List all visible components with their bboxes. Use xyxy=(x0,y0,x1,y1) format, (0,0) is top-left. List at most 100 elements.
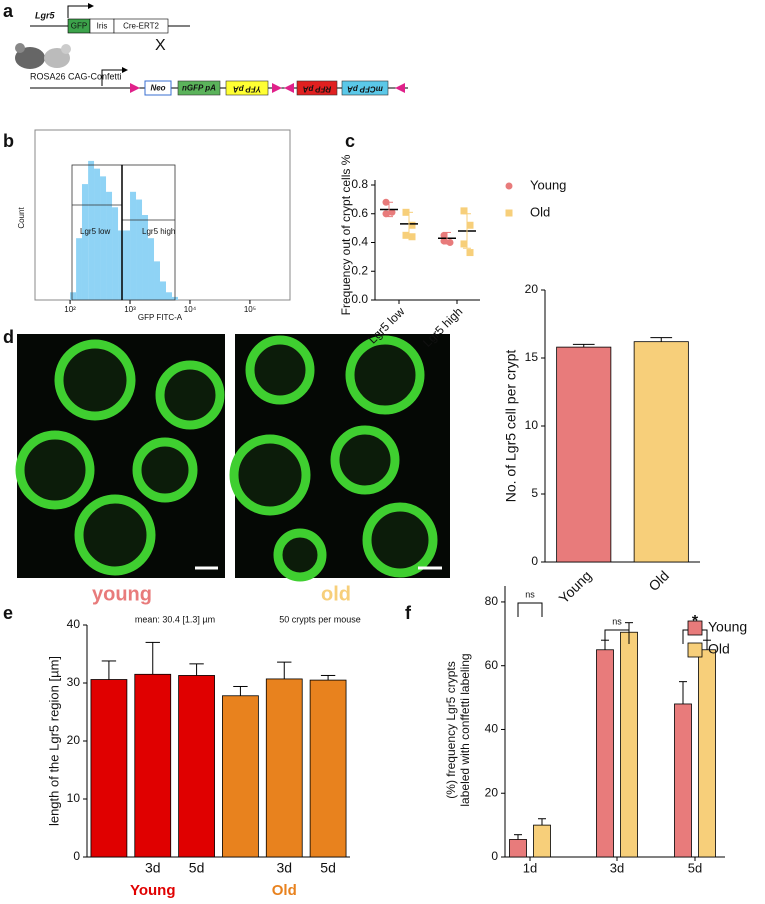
significance-label: ns xyxy=(612,616,622,626)
bar xyxy=(533,824,551,858)
mcfp-box xyxy=(341,80,389,96)
bar xyxy=(596,649,614,858)
y-tick-label: 0 xyxy=(531,554,538,568)
bar xyxy=(674,703,692,858)
neo-box xyxy=(144,80,172,96)
bar xyxy=(134,673,172,858)
panel-label: f xyxy=(405,603,412,623)
legend-label: Young xyxy=(708,619,747,635)
construct-diagram: Lgr5 GFP Iris Cre-ERT2 X ROSA26 CAG-Conf… xyxy=(15,3,408,96)
data-point xyxy=(440,231,448,239)
panel-label: d xyxy=(3,327,14,347)
box-label: nGFP pA xyxy=(182,84,216,93)
loxp xyxy=(395,83,405,93)
panel-label: c xyxy=(345,131,355,151)
bar xyxy=(509,839,527,858)
histogram-bar xyxy=(94,168,101,300)
legend-marker xyxy=(687,620,703,636)
group-label: Old xyxy=(272,882,297,899)
box-label: Cre-ERT2 xyxy=(123,22,159,31)
y-tick-label: 20 xyxy=(67,733,81,747)
y-tick-label: 10 xyxy=(67,791,81,805)
x-tick-label: Old xyxy=(645,567,672,594)
legend-marker xyxy=(505,209,513,217)
y-tick-label: 80 xyxy=(485,594,499,608)
crypt xyxy=(245,335,315,405)
crypt xyxy=(132,437,198,503)
y-tick-label: 20 xyxy=(485,785,499,799)
y-tick-label: 30 xyxy=(67,675,81,689)
box-label: mCFP pA xyxy=(347,84,383,93)
histogram-bar xyxy=(130,191,137,300)
x-tick-label: 10⁴ xyxy=(184,305,197,314)
data-point xyxy=(466,249,474,257)
legend-label: Young xyxy=(530,177,566,192)
x-tick-label: 3d xyxy=(610,860,624,875)
significance-label: ns xyxy=(525,589,535,599)
data-point xyxy=(440,237,448,245)
gate-label: Lgr5 low xyxy=(80,227,110,236)
box-label: RFP pA xyxy=(302,84,331,93)
x-tick-label: 3d xyxy=(145,860,161,876)
y-tick-label: 15 xyxy=(525,350,539,364)
y-tick-label: 0 xyxy=(73,849,80,863)
crypt xyxy=(54,339,136,421)
panel-label: e xyxy=(3,603,13,623)
data-point xyxy=(466,221,474,229)
bar xyxy=(633,341,689,563)
data-point xyxy=(408,233,416,241)
data-point xyxy=(446,239,454,246)
bar xyxy=(556,346,612,563)
mouse-icon xyxy=(15,47,45,69)
x-tick-label: 3d xyxy=(276,860,292,876)
annotation: mean: 30.4 [1.3] µm xyxy=(135,614,215,624)
histogram-bar xyxy=(148,238,155,300)
x-tick-label: 1d xyxy=(523,860,537,875)
bar xyxy=(309,679,347,858)
plot-frame xyxy=(34,129,291,301)
loxp xyxy=(130,83,140,93)
mouse-ear xyxy=(61,44,71,54)
histogram-bar xyxy=(142,215,149,300)
histogram-bar xyxy=(159,281,166,300)
legend-label: Old xyxy=(708,641,730,657)
histogram-bar xyxy=(100,176,107,300)
histogram-bar xyxy=(70,292,77,300)
promoter-arrow xyxy=(101,69,124,86)
y-tick-label: 60 xyxy=(485,658,499,672)
y-tick-label: 0.2 xyxy=(351,263,368,277)
panel-label: b xyxy=(3,131,14,151)
data-point xyxy=(460,207,468,215)
x-tick-label: Young xyxy=(555,567,594,606)
y-axis-label: Frequency out of crypt cells % xyxy=(339,154,353,315)
x-axis-label: GFP FITC-A xyxy=(138,313,183,322)
legend-marker xyxy=(687,642,703,658)
significance-bracket xyxy=(517,602,543,617)
crypts xyxy=(15,335,438,582)
yfp-box xyxy=(225,80,269,96)
y-tick-label: 0.4 xyxy=(351,235,368,249)
legend-label: Old xyxy=(530,204,550,219)
annotation: 50 crypts per mouse xyxy=(279,614,361,624)
histogram-bar xyxy=(88,160,95,300)
significance-bracket xyxy=(604,629,630,644)
y-tick-label: 40 xyxy=(67,617,81,631)
histogram-bar xyxy=(112,207,119,300)
mouse-ear xyxy=(15,43,25,53)
histogram-bar xyxy=(76,238,82,300)
data-point xyxy=(460,240,468,248)
y-axis-label: (%) frequency Lgr5 crypts xyxy=(444,661,458,798)
histogram-bar xyxy=(124,230,131,300)
crypt xyxy=(330,425,400,495)
y-tick-label: 5 xyxy=(531,486,538,500)
crypt xyxy=(273,528,327,582)
ngfp-box xyxy=(177,80,221,96)
loxp xyxy=(272,83,282,93)
histogram-bar xyxy=(118,230,125,300)
bar xyxy=(90,679,128,858)
bar xyxy=(222,695,259,858)
reporter-label: ROSA26 CAG-Confetti xyxy=(30,71,122,81)
x-tick-label: 5d xyxy=(189,860,205,876)
crypt xyxy=(15,430,95,510)
